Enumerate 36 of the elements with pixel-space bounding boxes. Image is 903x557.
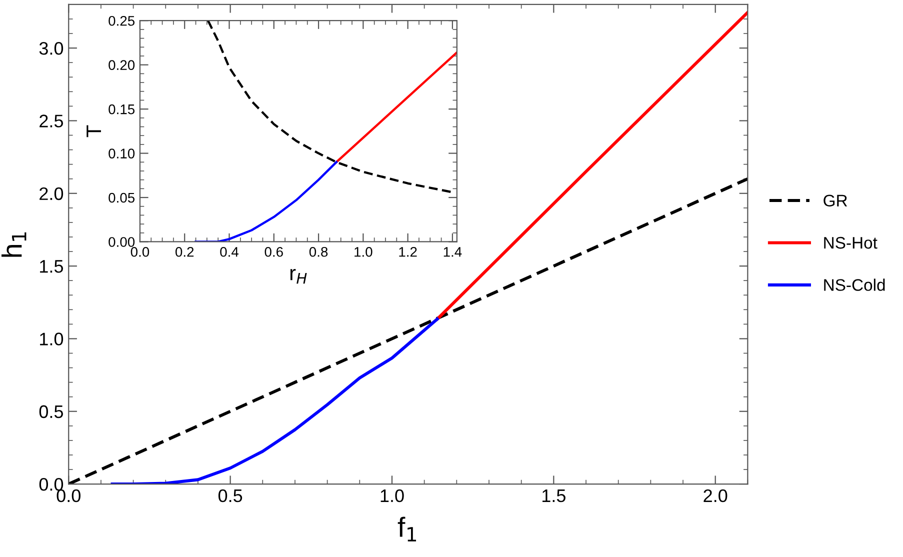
x-tick-label: 0.6 — [264, 246, 283, 257]
x-tick-label: 0.0 — [56, 489, 80, 502]
legend-label: NS-Cold — [824, 278, 885, 291]
y-axis-title: T — [86, 125, 101, 138]
x-tick-label: 0.8 — [309, 246, 328, 257]
y-tick-label: 0.10 — [108, 148, 135, 158]
y-tick-label: 0.0 — [39, 478, 64, 491]
x-tick-label: 0.4 — [220, 246, 238, 257]
y-tick-label: 0.00 — [108, 237, 135, 247]
y-tick-label: 0.20 — [108, 60, 135, 70]
y-tick-label: 2.5 — [40, 114, 64, 128]
y-tick-label: 1.0 — [40, 332, 64, 346]
y-tick-label: 0.15 — [108, 104, 135, 114]
line-series — [110, 318, 439, 484]
line-series — [194, 161, 338, 242]
line-series — [206, 20, 454, 194]
x-tick-label: 1.4 — [444, 247, 462, 257]
legend-label: GR — [824, 194, 848, 207]
y-tick-label: 1.5 — [40, 260, 64, 273]
y-tick-label: 0.25 — [108, 16, 135, 26]
y-axis-title: h$_{1}$ — [2, 232, 26, 257]
x-tick-label: 2.0 — [704, 489, 728, 502]
y-tick-label: 0.5 — [39, 405, 64, 418]
x-axis-title: r$_{H}$ — [290, 268, 307, 284]
x-tick-label: 1.5 — [542, 490, 566, 502]
x-tick-label: 1.2 — [399, 246, 417, 257]
x-tick-label: 1.0 — [354, 246, 372, 257]
x-tick-label: 0.5 — [218, 489, 242, 502]
x-tick-label: 0.2 — [175, 246, 194, 257]
x-tick-label: 0.0 — [130, 246, 150, 257]
x-tick-label: 1.0 — [380, 489, 404, 502]
y-tick-label: 0.05 — [108, 192, 135, 203]
y-tick-label: 2.0 — [40, 187, 64, 200]
legend-label: NS-Hot — [824, 236, 878, 249]
y-tick-label: 3.0 — [39, 42, 64, 55]
x-axis-title: f$_{1}$ — [398, 516, 416, 542]
